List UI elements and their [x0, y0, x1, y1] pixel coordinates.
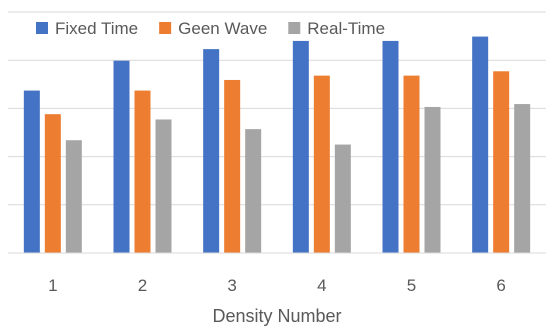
legend-swatch	[288, 22, 301, 34]
bar-geen-wave-1	[44, 114, 61, 254]
bar-geen-wave-6	[493, 71, 510, 253]
bar-fixed-time-3	[203, 49, 220, 253]
bar-real-time-6	[514, 104, 531, 253]
bar-geen-wave-4	[313, 75, 330, 254]
legend-swatch	[159, 22, 172, 34]
bar-geen-wave-2	[134, 90, 151, 253]
legend: Fixed Time Geen Wave Real-Time	[36, 19, 385, 38]
bar-real-time-3	[245, 129, 262, 253]
bar-geen-wave-3	[224, 79, 241, 253]
bars	[23, 36, 531, 254]
x-tick-label: 6	[496, 276, 505, 295]
gridlines	[8, 11, 546, 206]
bar-fixed-time-5	[382, 40, 399, 253]
bar-fixed-time-2	[113, 60, 130, 253]
legend-label: Geen Wave	[178, 19, 267, 38]
x-tick-label: 5	[407, 276, 416, 295]
bar-fixed-time-1	[23, 90, 40, 253]
bar-real-time-4	[334, 144, 351, 253]
x-axis: 1 2 3 4 5 6	[8, 252, 546, 295]
bar-fixed-time-4	[292, 40, 309, 253]
x-tick-label: 3	[227, 276, 236, 295]
legend-label: Fixed Time	[55, 19, 138, 38]
legend-swatch	[36, 22, 48, 34]
legend-item: Geen Wave	[159, 19, 267, 38]
legend-label: Real-Time	[307, 19, 385, 38]
legend-item: Fixed Time	[36, 19, 138, 38]
x-tick-label: 4	[317, 276, 326, 295]
x-tick-label: 2	[138, 276, 147, 295]
bar-real-time-2	[155, 119, 172, 254]
legend-item: Real-Time	[288, 19, 385, 38]
bar-geen-wave-5	[403, 75, 420, 254]
bar-real-time-5	[424, 106, 441, 253]
bar-real-time-1	[65, 140, 82, 253]
x-axis-title: Density Number	[212, 306, 341, 326]
bar-fixed-time-6	[472, 36, 489, 253]
x-tick-label: 1	[48, 276, 57, 295]
